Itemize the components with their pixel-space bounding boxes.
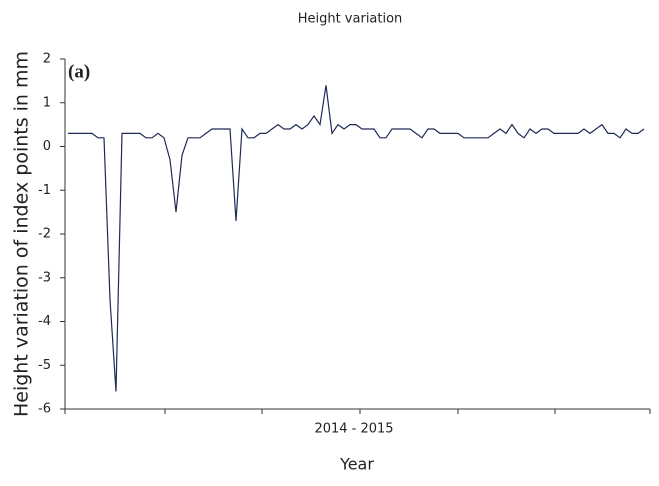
- y-tick-label: 1: [43, 95, 51, 110]
- annotation: (a): [68, 61, 90, 82]
- y-axis-label: Height variation of index points in mm: [11, 51, 33, 417]
- y-tick-label: -3: [38, 270, 51, 285]
- y-tick-label: -4: [38, 314, 51, 329]
- x-ticks: [64, 409, 651, 414]
- chart-title: Height variation: [298, 12, 403, 27]
- x-tick-label: 2014 - 2015: [314, 422, 393, 437]
- data-line: [68, 85, 645, 392]
- y-tick-label: -1: [38, 183, 51, 198]
- y-tick-label: 0: [43, 139, 51, 154]
- y-tick-label: -6: [38, 402, 51, 417]
- x-axis-label: Year: [339, 455, 374, 474]
- y-tick-label: -2: [38, 227, 51, 242]
- y-tick-label: -5: [38, 358, 51, 373]
- y-tick-label: 2: [43, 52, 51, 67]
